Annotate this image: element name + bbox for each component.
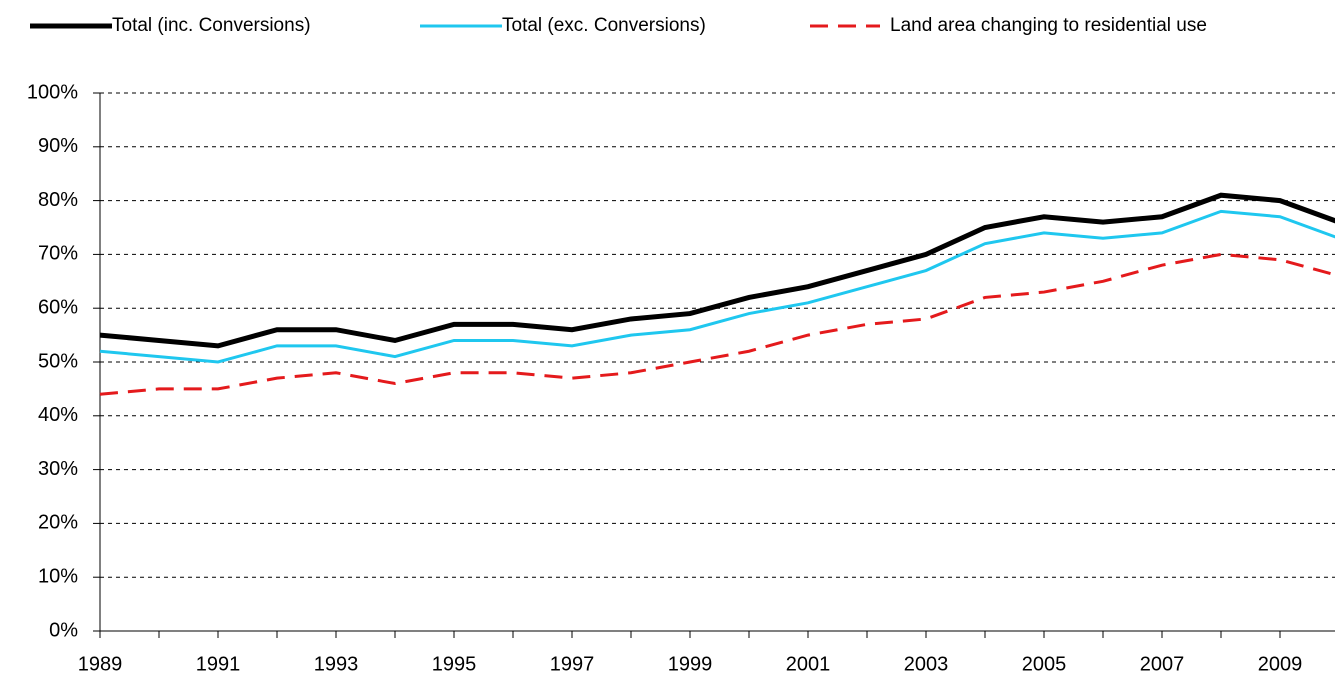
legend-label: Total (inc. Conversions) [112, 15, 311, 36]
x-tick-label: 2001 [786, 653, 831, 675]
series-line [99, 192, 1335, 349]
series-line [99, 252, 1335, 396]
y-tick-label: 70% [38, 243, 78, 265]
x-tick-label: 2007 [1140, 653, 1185, 675]
legend-label: Total (exc. Conversions) [502, 15, 706, 36]
x-tick-label: 2003 [904, 653, 949, 675]
y-tick-label: 100% [27, 81, 78, 103]
series-line [99, 209, 1335, 364]
y-tick-label: 10% [38, 565, 78, 587]
y-tick-label: 30% [38, 458, 78, 480]
x-tick-label: 1989 [78, 653, 123, 675]
y-tick-label: 90% [38, 135, 78, 157]
x-tick-label: 1999 [668, 653, 713, 675]
x-tick-label: 2009 [1258, 653, 1303, 675]
legend: Total (inc. Conversions) Total (exc. Conv… [30, 15, 1207, 36]
y-tick-label: 20% [38, 512, 78, 534]
y-tick-label: 40% [38, 404, 78, 426]
y-tick-label: 80% [38, 189, 78, 211]
x-tick-label: 1991 [196, 653, 241, 675]
legend-label: Land area changing to residential use [890, 15, 1207, 36]
x-tick-label: 2005 [1022, 653, 1067, 675]
x-tick-label: 1993 [314, 653, 359, 675]
y-tick-label: 0% [49, 619, 78, 641]
x-tick-label: 1995 [432, 653, 477, 675]
x-tick-label: 1997 [550, 653, 595, 675]
y-tick-label: 50% [38, 350, 78, 372]
y-tick-label: 60% [38, 296, 78, 318]
